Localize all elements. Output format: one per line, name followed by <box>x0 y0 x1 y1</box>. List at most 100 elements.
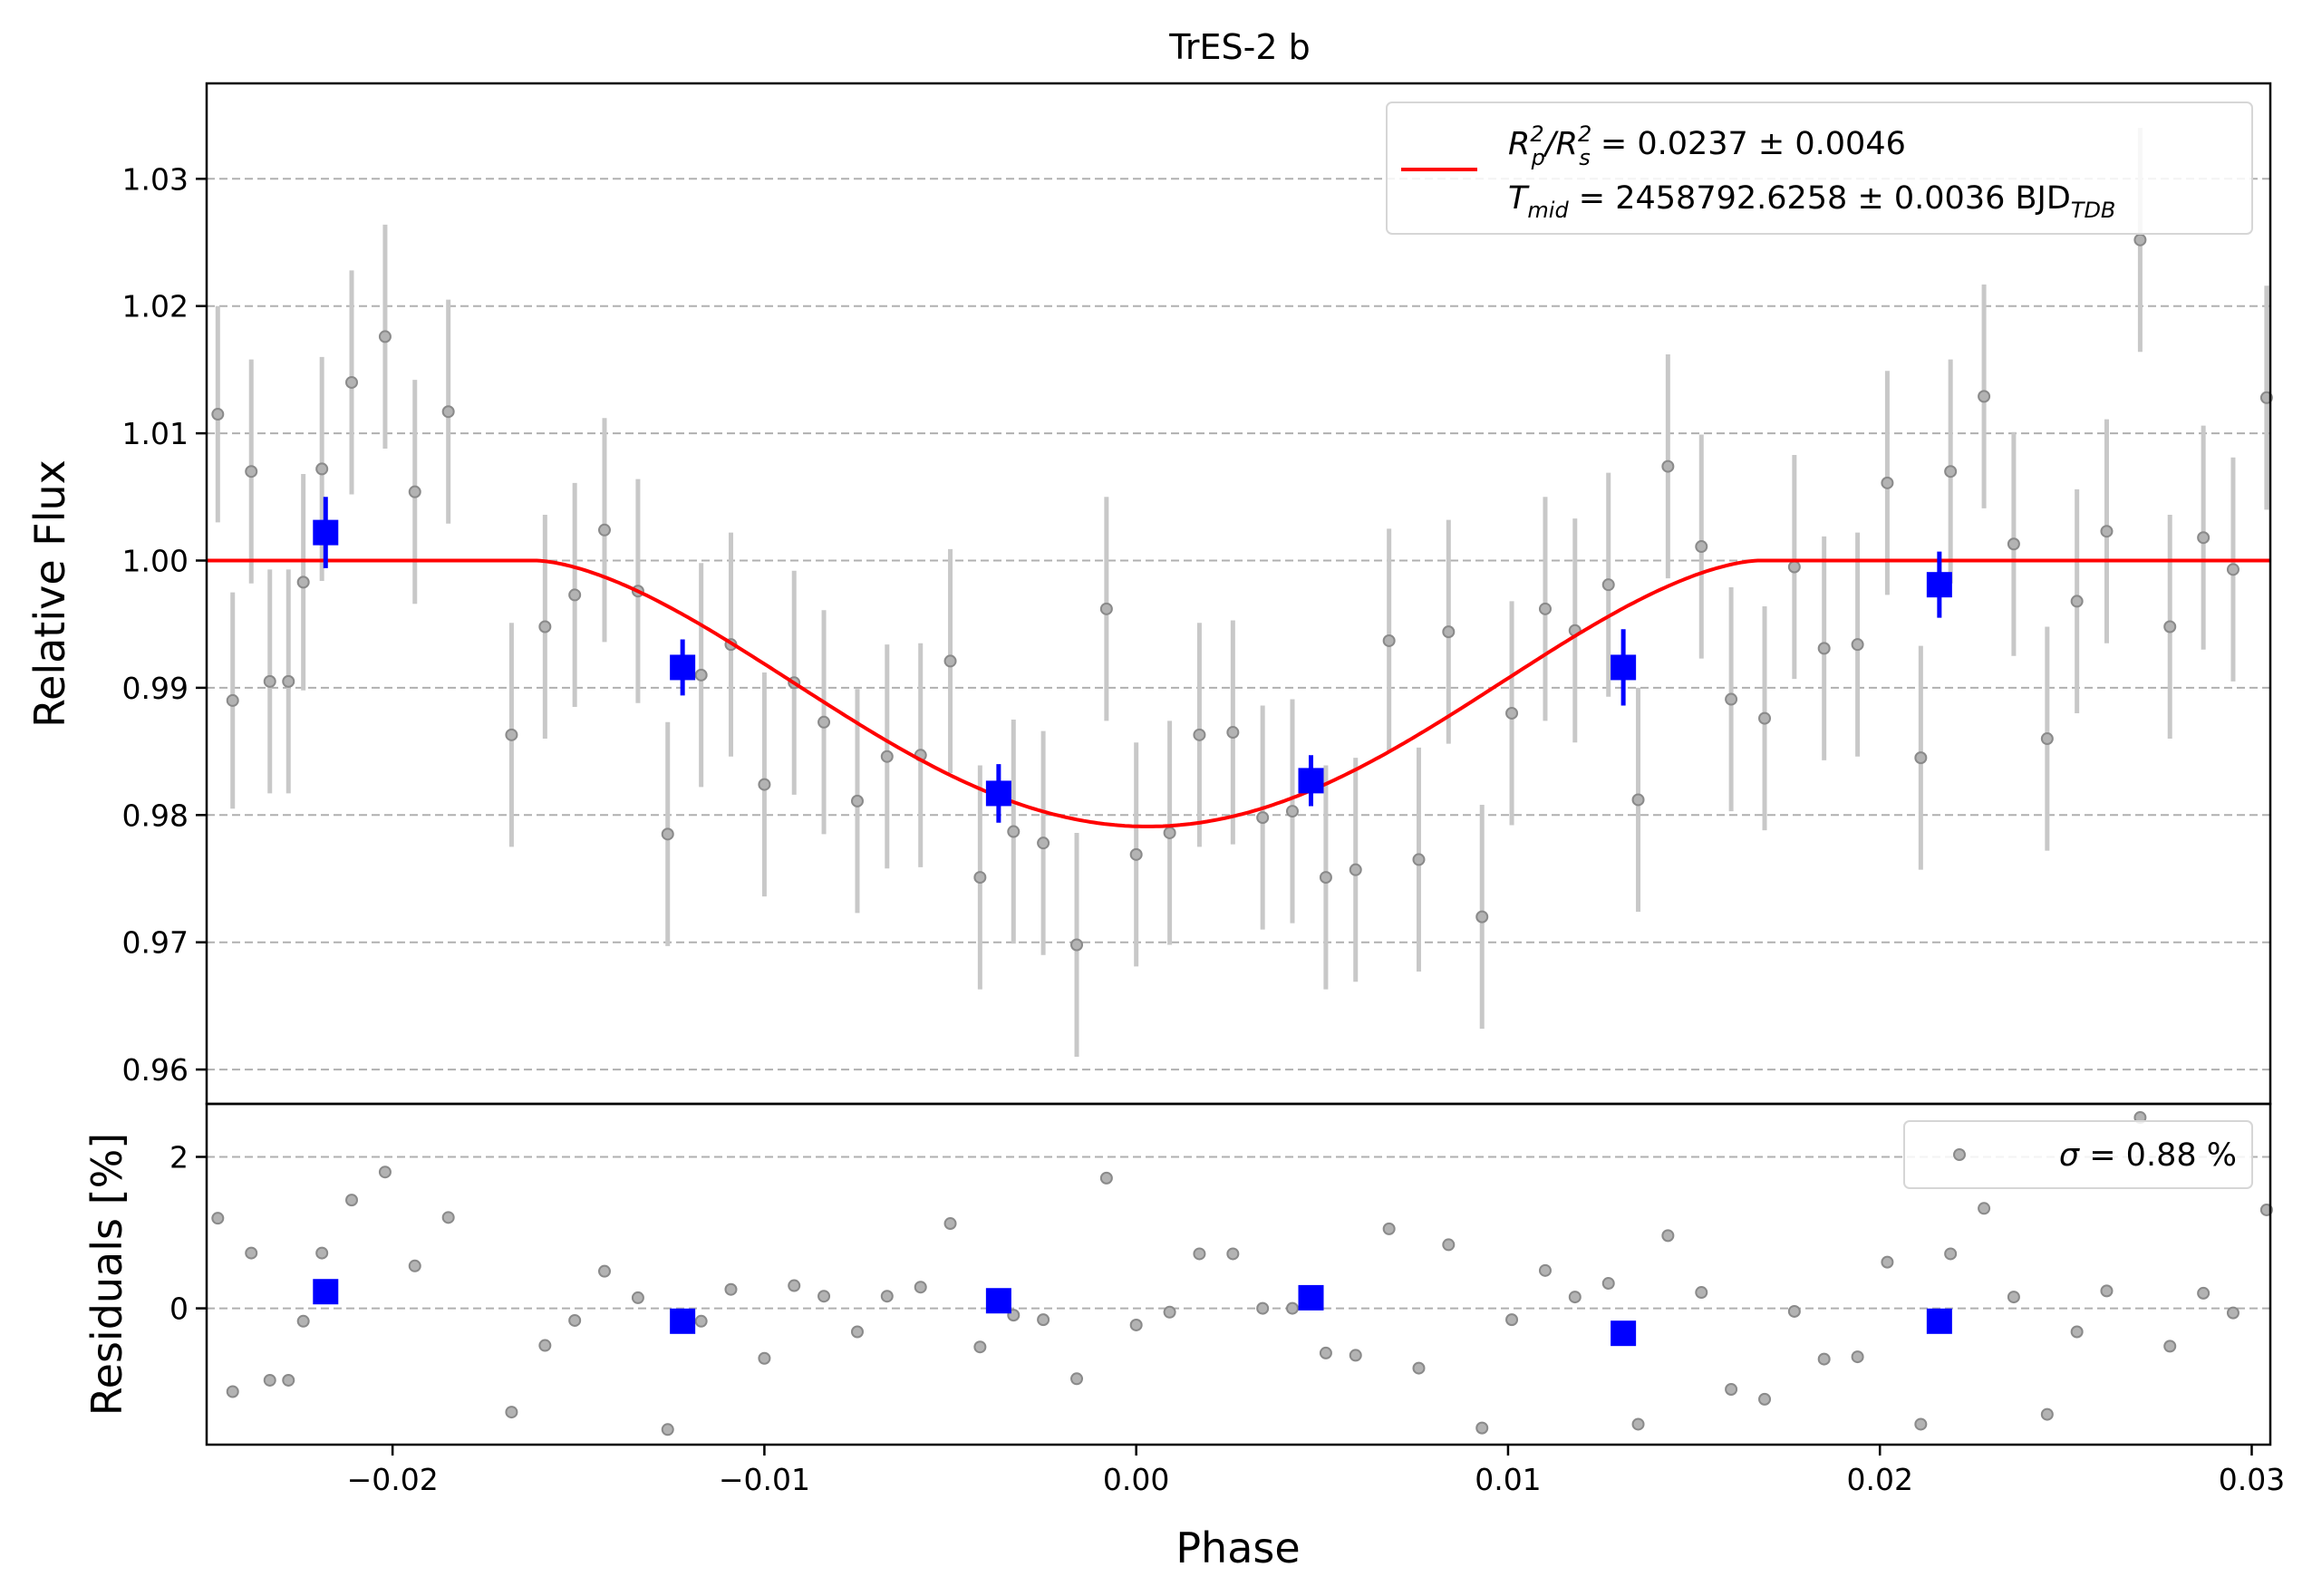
flux-raw-point <box>282 674 295 688</box>
flux-y-tick-label: 1.01 <box>122 416 189 451</box>
residual-raw-point <box>1568 1291 1582 1304</box>
residual-raw-point <box>1601 1277 1615 1291</box>
flux-error-bars <box>215 128 2269 1058</box>
residual-raw-point <box>1319 1346 1332 1359</box>
residual-raw-point <box>943 1217 957 1231</box>
flux-raw-point <box>1725 692 1738 706</box>
flux-raw-point <box>1070 938 1084 952</box>
residual-raw-point <box>345 1194 359 1207</box>
residual-raw-point <box>973 1340 987 1354</box>
residual-raw-point <box>378 1166 392 1179</box>
residual-raw-point <box>1538 1263 1552 1277</box>
flux-raw-point <box>1382 634 1396 647</box>
flux-raw-point <box>1538 602 1552 615</box>
flux-raw-point <box>1851 638 1864 652</box>
x-axis-ticks: −0.02 −0.01 0.00 0.01 0.02 0.03 <box>347 1445 2285 1497</box>
residual-y-ticks: 02 <box>169 1139 207 1327</box>
flux-panel-frame <box>205 82 2272 1106</box>
flux-binned-point <box>1611 654 1637 681</box>
flux-raw-point <box>2163 620 2177 634</box>
x-tick-label: 0.02 <box>1846 1462 1912 1497</box>
residual-raw-points <box>211 1111 2273 1436</box>
flux-raw-point <box>1505 706 1519 720</box>
flux-raw-point <box>1193 728 1206 741</box>
residual-raw-point <box>1256 1301 1270 1315</box>
residual-raw-point <box>788 1279 801 1292</box>
flux-raw-point <box>568 588 582 602</box>
flux-raw-point <box>817 715 831 729</box>
flux-raw-point <box>1099 602 1113 615</box>
flux-binned-point <box>985 780 1011 807</box>
residual-panel-frame <box>205 1102 2272 1446</box>
residual-raw-point <box>505 1406 518 1419</box>
flux-raw-point <box>2007 537 2020 551</box>
residual-raw-point <box>1505 1313 1519 1327</box>
flux-raw-point <box>1256 811 1270 825</box>
residual-binned-point <box>1926 1308 1952 1334</box>
residual-raw-point <box>1851 1350 1864 1364</box>
flux-raw-point <box>1319 871 1332 885</box>
flux-raw-point <box>1787 560 1801 574</box>
flux-raw-point <box>1817 642 1831 655</box>
residual-raw-point <box>1163 1305 1176 1319</box>
flux-raw-point <box>505 728 518 741</box>
residual-binned-point <box>670 1308 696 1334</box>
residual-raw-point <box>597 1264 611 1278</box>
x-tick-label: −0.02 <box>347 1462 439 1497</box>
flux-raw-point <box>597 523 611 537</box>
residual-legend-swatch <box>1953 1148 1966 1161</box>
residual-raw-point <box>315 1246 329 1260</box>
residual-raw-point <box>1442 1238 1456 1252</box>
flux-panel: 0.96 0.97 0.98 0.99 1.00 1.01 1.02 1.03 R2 p/R2 s… <box>122 82 2273 1106</box>
flux-raw-point <box>1944 465 1958 479</box>
residual-raw-point <box>568 1313 582 1327</box>
flux-binned-point <box>670 654 696 681</box>
residual-raw-point <box>758 1351 771 1365</box>
residual-raw-point <box>2163 1340 2177 1353</box>
flux-binned-point <box>1926 572 1952 598</box>
chart-title: TrES-2 b <box>1168 27 1310 67</box>
flux-raw-point <box>943 654 957 668</box>
residual-y-tick-label: 2 <box>169 1139 189 1175</box>
flux-raw-point <box>1226 726 1240 740</box>
residual-binned-points <box>313 1279 1952 1347</box>
residual-raw-point <box>1412 1361 1426 1375</box>
flux-raw-point <box>2133 233 2147 247</box>
residual-raw-point <box>694 1314 708 1328</box>
residual-raw-point <box>880 1290 894 1303</box>
x-tick-label: −0.01 <box>719 1462 810 1497</box>
flux-raw-point <box>661 827 674 841</box>
residual-raw-point <box>914 1281 927 1294</box>
residual-raw-point <box>1349 1349 1362 1362</box>
flux-binned-point <box>1298 768 1324 794</box>
flux-raw-point <box>1914 751 1928 765</box>
flux-raw-point <box>2226 563 2239 576</box>
residual-raw-point <box>1787 1304 1801 1318</box>
flux-y-tick-label: 1.02 <box>122 289 189 324</box>
flux-raw-point <box>2100 525 2114 538</box>
flux-raw-point <box>408 485 421 498</box>
residual-raw-point <box>1758 1392 1772 1406</box>
flux-raw-point <box>1631 793 1645 807</box>
residual-raw-point <box>245 1246 258 1260</box>
residual-binned-point <box>313 1279 339 1305</box>
flux-raw-point <box>1349 863 1362 876</box>
residual-raw-point <box>1382 1222 1396 1235</box>
residual-raw-point <box>1817 1352 1831 1366</box>
residual-raw-point <box>408 1259 421 1272</box>
flux-raw-point <box>1601 578 1615 592</box>
residual-binned-point <box>1298 1284 1324 1311</box>
flux-legend-tmid: Tmid = 2458792.6258 ± 0.0036 BJDTDB <box>1508 180 2115 223</box>
flux-y-tick-label: 0.99 <box>122 671 189 706</box>
residual-legend: σ = 0.88 % <box>1903 1120 2253 1189</box>
flux-raw-point <box>263 674 276 688</box>
x-tick-label: 0.03 <box>2219 1462 2285 1497</box>
flux-grid <box>207 178 2270 1071</box>
flux-raw-point <box>1412 853 1426 866</box>
flux-raw-point <box>973 871 987 885</box>
residual-raw-point <box>538 1339 552 1352</box>
residual-raw-point <box>1725 1383 1738 1397</box>
flux-raw-points <box>211 233 2273 952</box>
flux-raw-point <box>211 408 225 421</box>
residual-raw-point <box>1881 1255 1894 1269</box>
